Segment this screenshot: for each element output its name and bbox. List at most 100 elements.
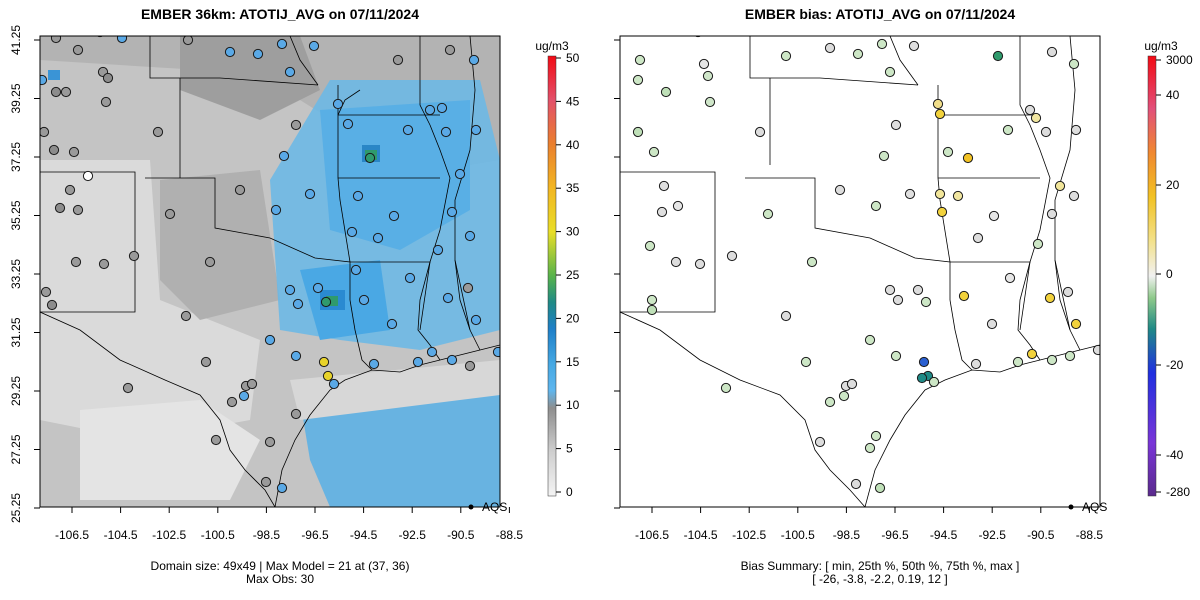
right-aqs-station-marker: [824, 42, 836, 54]
right-aqs-station-marker: [838, 390, 850, 402]
left-aqs-station-marker: [40, 286, 52, 298]
right-colorbar-tick-label: 40: [1166, 88, 1180, 102]
right-caption-bias-summary: Bias Summary: [ min, 25th %, 50th %, 75t…: [740, 559, 1020, 573]
left-colorbar-tick-label: 50: [566, 51, 580, 65]
left-aqs-station-marker: [404, 272, 416, 284]
left-aqs-station-marker: [82, 170, 94, 182]
left-aqs-station-marker: [392, 54, 404, 66]
left-map-title: EMBER 36km: ATOTIJ_AVG on 07/11/2024: [140, 6, 420, 22]
right-aqs-station-marker: [1068, 190, 1080, 202]
right-aqs-station-marker: [970, 358, 982, 370]
left-aqs-station-marker: [372, 232, 384, 244]
right-aqs-station-marker: [988, 210, 1000, 222]
right-aqs-station-marker: [1070, 124, 1082, 136]
left-aqs-station-marker: [440, 126, 452, 138]
right-aqs-station-marker: [754, 126, 766, 138]
left-aqs-station-marker: [505, 263, 514, 272]
left-x-tick-label: -104.5: [104, 528, 138, 542]
left-aqs-station-marker: [264, 436, 276, 448]
right-aqs-station-marker: [646, 304, 658, 316]
right-axes: -106.5 -104.5 -102.5 -100.5 -98.5 -96.5 -94.5 -…: [600, 25, 1103, 542]
left-x-tick-label: -88.5: [496, 528, 524, 542]
left-aqs-station-marker: [332, 98, 344, 110]
right-aqs-station-marker: [920, 296, 932, 308]
right-aqs-station-marker: [850, 478, 862, 490]
right-aqs-station-marker: [870, 430, 882, 442]
left-caption-domain: Domain size: 49x49 | Max Model = 21 at (…: [150, 559, 410, 573]
left-aqs-station-marker: [470, 124, 482, 136]
right-y-tick-label: 35.25: [600, 200, 603, 230]
right-aqs-station-marker: [646, 294, 658, 306]
right-aqs-station-marker: [864, 442, 876, 454]
right-aqs-station-marker: [912, 284, 924, 296]
right-aqs-station-marker: [1070, 318, 1082, 330]
left-legend-marker: [468, 504, 474, 510]
right-aqs-station-marker: [890, 119, 902, 131]
left-aqs-station-marker: [322, 370, 334, 382]
left-colorbar-tick-label: 25: [566, 268, 580, 282]
right-map-panel: EMBER bias: ATOTIJ_AVG on 07/11/2024: [600, 0, 1200, 600]
right-aqs-station-marker: [800, 356, 812, 368]
right-aqs-station-marker: [698, 58, 710, 70]
right-x-tick-label: -88.5: [1076, 528, 1104, 542]
right-aqs-station-marker: [656, 206, 668, 218]
left-aqs-station-marker: [454, 168, 466, 180]
right-aqs-station-marker: [1103, 93, 1112, 102]
left-aqs-station-marker: [464, 360, 476, 372]
right-aqs-station-marker: [878, 150, 890, 162]
right-aqs-station-marker: [934, 108, 946, 120]
left-aqs-station-marker: [342, 118, 354, 130]
left-aqs-station-marker: [312, 282, 324, 294]
left-aqs-station-marker: [320, 296, 332, 308]
right-aqs-station-marker: [644, 240, 656, 252]
right-aqs-station-marker: [852, 48, 864, 60]
left-aqs-station-marker: [238, 390, 250, 402]
right-aqs-station-marker: [694, 258, 706, 270]
left-colorbar-unit: ug/m3: [535, 39, 569, 53]
left-colorbar-tick-label: 15: [566, 355, 580, 369]
left-aqs-station-marker: [204, 256, 216, 268]
left-aqs-station-marker: [352, 190, 364, 202]
right-aqs-station-marker: [670, 256, 682, 268]
left-aqs-station-marker: [446, 354, 458, 366]
right-aqs-station-marker: [884, 284, 896, 296]
right-colorbar-tick-label: -280: [1166, 485, 1190, 499]
left-aqs-station-marker: [388, 210, 400, 222]
right-colorbar-tick-label: 20: [1166, 178, 1180, 192]
left-y-tick-label: 37.25: [9, 142, 23, 172]
left-aqs-station-marker: [210, 434, 222, 446]
left-aqs-station-marker: [424, 104, 436, 116]
right-aqs-station-marker: [1105, 263, 1114, 272]
left-aqs-station-marker: [442, 292, 454, 304]
right-aqs-station-marker: [634, 54, 646, 66]
left-y-tick-label: 39.25: [9, 83, 23, 113]
left-colorbar-tick-label: 30: [566, 225, 580, 239]
left-aqs-station-marker: [290, 350, 302, 362]
left-aqs-station-marker: [426, 346, 438, 358]
right-aqs-station-marker: [1012, 356, 1024, 368]
right-colorbar-tick-label: 3000: [1166, 53, 1193, 67]
right-y-tick-label: 29.25: [600, 376, 603, 406]
right-aqs-bias-observations: [632, 36, 1114, 494]
left-aqs-station-marker: [96, 36, 104, 38]
left-aqs-station-marker: [368, 358, 380, 370]
right-colorbar-tick-label: 0: [1166, 267, 1173, 281]
right-aqs-station-marker: [992, 50, 1004, 62]
left-aqs-station-marker: [402, 124, 414, 136]
left-map-plot: -106.5 -104.5 -102.5 -100.5 -98.5 -96.5 -94.5 -…: [9, 25, 580, 542]
left-y-tick-label: 25.25: [9, 493, 23, 523]
right-x-tick-label: -100.5: [781, 528, 815, 542]
right-aqs-station-marker: [1101, 155, 1110, 164]
left-aqs-station-marker: [180, 310, 192, 322]
left-aqs-station-marker: [492, 346, 500, 358]
left-x-tick-label: -94.5: [350, 528, 378, 542]
right-aqs-station-marker: [1092, 344, 1100, 356]
right-y-tick-label: 31.25: [600, 317, 603, 347]
left-aqs-station-marker: [200, 356, 212, 368]
right-aqs-station-marker: [762, 208, 774, 220]
left-aqs-station-marker: [100, 96, 112, 108]
right-x-tick-label: -90.5: [1027, 528, 1055, 542]
right-map-plot: -106.5 -104.5 -102.5 -100.5 -98.5 -96.5 -94.5 -…: [600, 25, 1193, 542]
right-aqs-station-marker: [726, 250, 738, 262]
